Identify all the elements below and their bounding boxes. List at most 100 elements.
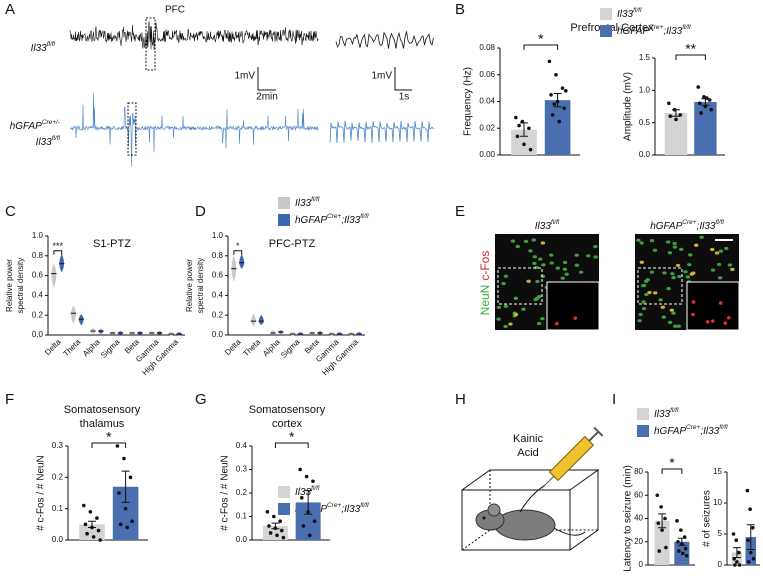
panel-letter: B [455,1,465,18]
violin [71,305,76,325]
data-point [278,519,282,523]
y-tick-label: 0.04 [479,97,495,106]
cell [639,241,644,245]
data-point [681,551,685,556]
cell [496,317,501,321]
cfos-cell [691,300,696,304]
cell [717,276,723,280]
cell [578,270,584,274]
y-tick-label: 0.6 [32,271,44,280]
y-tick-label: 1.5 [639,53,651,62]
y-tick-label: 0.2 [52,472,64,481]
cell [531,238,536,242]
y-tick-label: 0.2 [32,310,44,319]
x-tick-label: Alpha [81,337,102,358]
cell [513,312,519,317]
cfos-cell [554,321,559,326]
cell [694,243,699,247]
chart-title: thalamus [80,418,125,430]
y-tick-label: 0.0 [236,535,248,544]
data-point [705,96,709,100]
cell [534,296,540,300]
x-tick-label: Alpha [261,337,282,358]
y-tick-label: 15 [713,467,722,476]
data-point [125,525,130,530]
image-panel: Il33fl/fl hGFAPCre+;Il33fl/fl NeuN c-Fos [478,219,740,331]
cfos-cell [718,301,723,305]
y-axis-label: # of seizures [702,490,713,547]
data-point [748,507,752,512]
legend-swatch [278,503,290,515]
data-point [118,522,123,527]
eeg-trace-zoom [335,31,434,49]
y-tick-label: 10 [713,498,722,507]
cell [652,291,658,295]
cell [508,322,513,326]
chart: 0.0 0.2 0.4 0.6 0.8 1.0 Relative power spectral… [185,196,369,377]
data-point [664,545,668,550]
legend-swatch [278,214,290,226]
y-axis-label: # c-Fos / # NeuN [220,455,231,531]
scale-label: 2min [256,92,278,103]
significance-bracket [523,44,559,50]
error-bar [121,470,130,503]
roi-box [637,267,683,305]
cell [716,262,722,267]
cell [710,247,715,252]
panel-letter: D [195,203,206,220]
data-point [699,111,703,115]
cell [672,241,677,246]
y-tick-label: 60 [634,490,643,499]
injection-diagram: Kainic Acid [461,426,604,551]
scale-bar [394,67,412,91]
cfos-cell [727,315,731,320]
y-axis-label: spectral density [196,258,205,314]
x-tick-label: Sigma [99,337,122,360]
cell [671,311,676,315]
y-tick-label: 40 [634,514,643,523]
data-point [550,113,555,117]
cell [669,308,675,312]
cell [689,272,694,276]
cell [564,272,569,276]
cfos-cell [705,320,710,324]
error-bar [746,524,755,550]
data-point [672,107,677,112]
cell [638,312,643,317]
syringe-plunger [588,430,600,442]
cage [461,469,600,551]
significance-bracket [675,54,706,60]
chart: 0 5 10 15 # of seizures [702,467,760,569]
data-point [746,538,750,542]
chart: 0.0 0.1 0.2 0.3 0.4 # c-Fos / # NeuN Somatosen… [220,404,369,544]
stain-labels: NeuN c-Fos [478,251,492,316]
cell [586,254,591,258]
y-axis-label: Amplitude (mV) [623,72,634,141]
data-point [273,526,278,531]
significance-bracket [274,442,309,448]
data-point [267,524,271,528]
cell [643,279,649,283]
eeg-trace-zoom [329,120,435,144]
y-tick-label: 0.02 [479,123,495,132]
cell [532,255,538,259]
data-point [660,528,664,532]
chart: 0.0 0.1 0.2 0.3 # c-Fos / # NeuN Somatosensor… [36,404,148,544]
data-point [731,532,736,536]
data-point [659,505,663,509]
data-point [684,553,689,558]
scale-bar [257,67,276,91]
legend-label: hGFAPCre+;Il33fl/fl [617,24,691,36]
data-point [122,456,126,461]
cell [658,298,663,302]
image-title: hGFAPCre+;Il33fl/fl [650,219,724,231]
data-point [123,506,128,511]
data-point [279,528,284,533]
y-tick-label: 0.3 [236,465,248,474]
cell [667,320,673,324]
violin [251,313,256,327]
data-point [745,488,750,493]
cell [593,245,598,249]
cell [549,261,554,265]
cell [535,279,540,284]
